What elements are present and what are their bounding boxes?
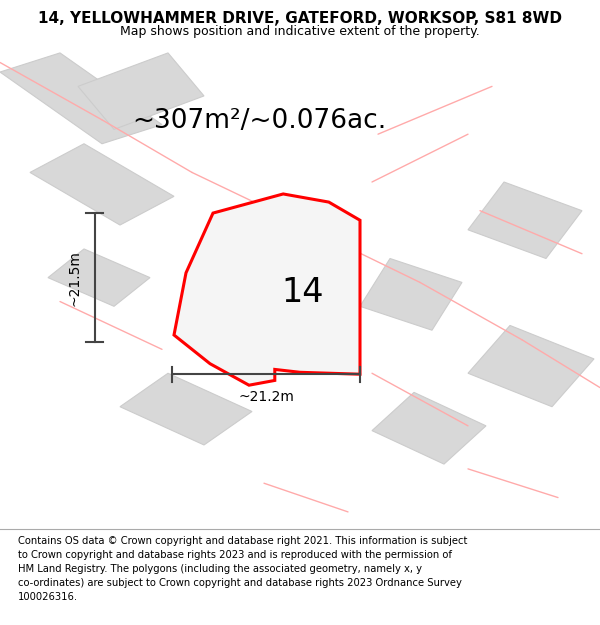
Polygon shape xyxy=(174,194,360,385)
Polygon shape xyxy=(30,144,174,225)
Text: 14: 14 xyxy=(282,276,324,309)
Text: ~307m²/~0.076ac.: ~307m²/~0.076ac. xyxy=(132,108,386,134)
Polygon shape xyxy=(228,249,318,311)
Polygon shape xyxy=(78,53,204,129)
Text: ~21.5m: ~21.5m xyxy=(68,249,82,306)
Polygon shape xyxy=(0,53,162,144)
Text: 14, YELLOWHAMMER DRIVE, GATEFORD, WORKSOP, S81 8WD: 14, YELLOWHAMMER DRIVE, GATEFORD, WORKSO… xyxy=(38,11,562,26)
Text: Map shows position and indicative extent of the property.: Map shows position and indicative extent… xyxy=(120,24,480,38)
Polygon shape xyxy=(360,259,462,330)
Text: Contains OS data © Crown copyright and database right 2021. This information is : Contains OS data © Crown copyright and d… xyxy=(18,536,467,602)
Polygon shape xyxy=(372,392,486,464)
Polygon shape xyxy=(48,249,150,306)
Polygon shape xyxy=(120,373,252,445)
Polygon shape xyxy=(468,182,582,259)
Text: ~21.2m: ~21.2m xyxy=(238,389,294,404)
Polygon shape xyxy=(468,326,594,407)
